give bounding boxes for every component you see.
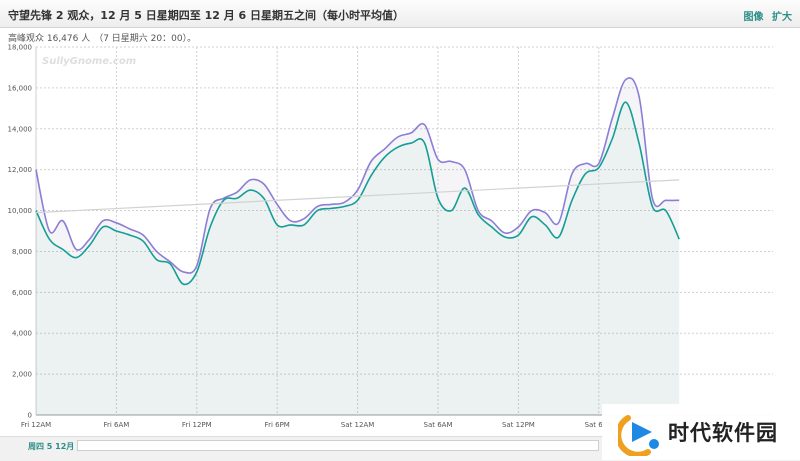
watermark-logo-icon [618, 415, 659, 456]
expand-button[interactable]: 扩大 [772, 12, 792, 23]
y-tick-label: 16,000 [8, 84, 33, 92]
x-tick-label: Fri 12AM [21, 421, 51, 429]
navigator-date: 周四 5 12月 24 [28, 442, 89, 451]
watermark-text: 时代软件园 [668, 421, 778, 445]
chart-lines [35, 77, 680, 286]
navigator-scrollbar[interactable] [77, 440, 599, 451]
x-tick-label: Sat 12AM [341, 421, 374, 429]
x-tick-label: Fri 6AM [103, 421, 129, 429]
chart-title: 守望先锋 2 观众，12 月 5 日星期四至 12 月 6 日星期五之间（每小时… [8, 9, 405, 22]
y-tick-label: 4,000 [12, 330, 32, 338]
plot-background [36, 47, 773, 415]
viewer-chart: SullyGnome.com 0 2,000 4,000 6,000 8,000 10,0… [8, 44, 773, 429]
sullygnome-logo: SullyGnome.com [42, 56, 136, 67]
chart-areas [36, 77, 680, 416]
y-tick-label: 18,000 [8, 44, 33, 52]
trend-line [35, 179, 680, 214]
y-tick-label: 8,000 [12, 248, 32, 256]
header-actions: 图像 扩大 [739, 8, 792, 23]
chart-header: 守望先锋 2 观众，12 月 5 日星期四至 12 月 6 日星期五之间（每小时… [0, 0, 800, 28]
series-line [35, 77, 680, 274]
x-tick-label: Fri 12PM [182, 421, 212, 429]
peak-viewers-info: 高峰观众 16,476 人（7 日星期六 20：00）。 [8, 31, 200, 44]
y-tick-label: 14,000 [8, 125, 33, 133]
y-tick-label: 12,000 [8, 166, 33, 174]
peak-viewers-label: 高峰观众 16,476 人 [8, 34, 91, 44]
series-line [35, 101, 680, 286]
series-area [36, 77, 680, 416]
y-axis-labels: 0 2,000 4,000 6,000 8,000 10,000 12,000 14,000 1… [8, 44, 33, 420]
x-axis-labels: Fri 12AM Fri 6AM Fri 12PM Fri 6PM Sat 12AM Sa… [21, 421, 613, 429]
x-tick-label: Sat 6PM [585, 421, 613, 429]
x-tick-label: Sat 12PM [502, 421, 535, 429]
y-tick-label: 0 [28, 412, 32, 420]
y-tick-label: 10,000 [8, 207, 33, 215]
chart-grid [35, 46, 773, 416]
image-button[interactable]: 图像 [743, 12, 764, 23]
x-tick-label: Fri 6PM [265, 421, 290, 429]
x-tick-label: Sat 6AM [424, 421, 453, 429]
y-tick-label: 6,000 [12, 289, 32, 297]
y-tick-label: 2,000 [12, 371, 32, 379]
peak-viewers-time: （7 日星期六 20：00）。 [94, 34, 197, 44]
site-watermark: 时代软件园 [602, 404, 800, 460]
series-area [36, 102, 680, 415]
